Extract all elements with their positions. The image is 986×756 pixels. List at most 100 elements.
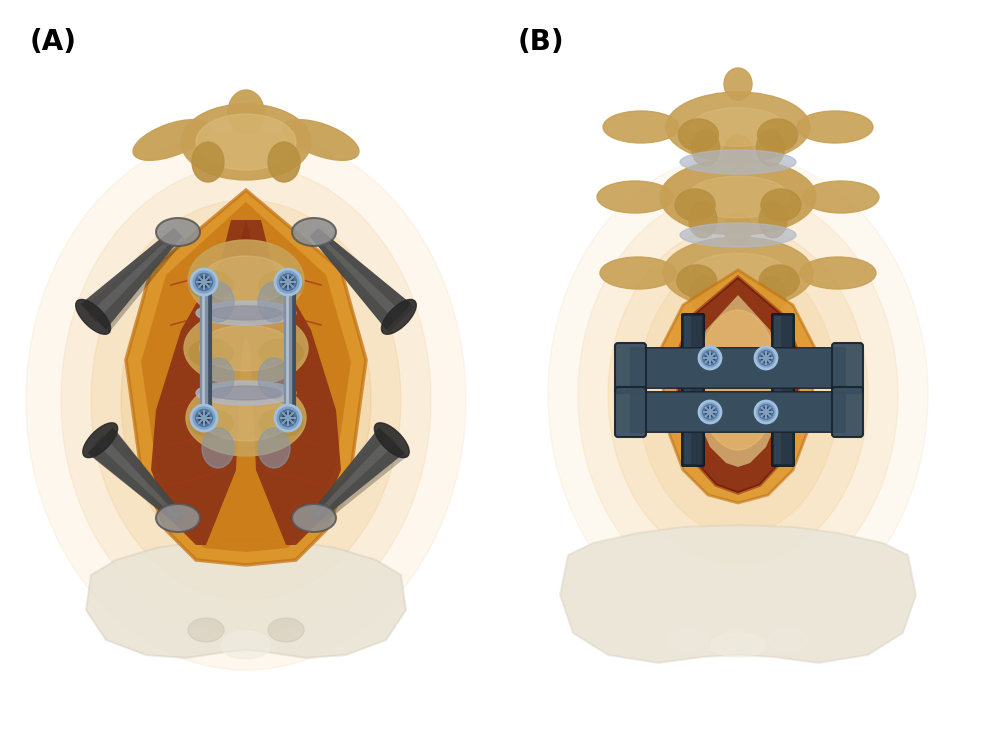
Ellipse shape (600, 257, 676, 289)
FancyBboxPatch shape (631, 392, 845, 432)
Polygon shape (86, 540, 406, 658)
FancyBboxPatch shape (630, 391, 846, 433)
Ellipse shape (196, 381, 296, 405)
FancyBboxPatch shape (773, 315, 793, 465)
FancyBboxPatch shape (832, 387, 863, 437)
FancyBboxPatch shape (615, 343, 646, 393)
Ellipse shape (221, 631, 271, 659)
Ellipse shape (663, 237, 813, 309)
Ellipse shape (189, 409, 233, 437)
Ellipse shape (710, 633, 766, 657)
Ellipse shape (186, 380, 306, 456)
Polygon shape (315, 435, 397, 518)
Ellipse shape (750, 318, 786, 362)
Ellipse shape (192, 142, 224, 182)
Ellipse shape (76, 299, 110, 334)
Polygon shape (95, 435, 177, 518)
Ellipse shape (578, 190, 898, 600)
Polygon shape (660, 270, 816, 503)
Ellipse shape (690, 318, 726, 362)
Ellipse shape (196, 114, 296, 170)
Ellipse shape (189, 339, 233, 367)
Ellipse shape (724, 68, 752, 100)
Ellipse shape (724, 213, 752, 245)
Ellipse shape (548, 155, 928, 635)
Polygon shape (676, 277, 800, 493)
Ellipse shape (61, 165, 431, 635)
Ellipse shape (91, 200, 401, 600)
Ellipse shape (768, 630, 808, 650)
Circle shape (275, 269, 301, 295)
Ellipse shape (258, 282, 290, 322)
Circle shape (199, 413, 209, 423)
Polygon shape (88, 232, 177, 322)
Ellipse shape (660, 159, 816, 235)
Circle shape (699, 401, 721, 423)
Circle shape (761, 354, 770, 362)
Ellipse shape (759, 265, 800, 297)
Ellipse shape (283, 119, 359, 160)
FancyBboxPatch shape (771, 313, 795, 467)
Ellipse shape (689, 202, 717, 238)
Ellipse shape (724, 135, 752, 167)
Polygon shape (241, 220, 341, 545)
Ellipse shape (759, 202, 787, 238)
Polygon shape (126, 190, 366, 565)
Circle shape (706, 407, 715, 417)
Ellipse shape (184, 310, 308, 386)
Ellipse shape (211, 306, 281, 320)
Ellipse shape (259, 409, 303, 437)
Ellipse shape (202, 282, 234, 322)
Circle shape (191, 269, 217, 295)
Circle shape (195, 410, 212, 426)
Circle shape (283, 413, 293, 423)
Ellipse shape (691, 130, 720, 166)
Circle shape (699, 347, 721, 369)
Ellipse shape (757, 119, 798, 151)
Polygon shape (86, 540, 406, 658)
Circle shape (280, 274, 297, 290)
Ellipse shape (597, 181, 673, 213)
Polygon shape (313, 430, 407, 525)
Circle shape (280, 410, 297, 426)
Ellipse shape (188, 618, 224, 642)
Ellipse shape (199, 325, 293, 370)
Polygon shape (310, 427, 404, 522)
Polygon shape (315, 232, 404, 322)
Ellipse shape (666, 92, 810, 162)
FancyBboxPatch shape (774, 316, 781, 464)
Circle shape (199, 277, 209, 287)
Ellipse shape (676, 265, 717, 297)
Ellipse shape (691, 108, 785, 146)
FancyBboxPatch shape (615, 387, 646, 437)
Ellipse shape (133, 119, 209, 160)
FancyBboxPatch shape (632, 349, 844, 387)
Ellipse shape (761, 189, 801, 221)
Ellipse shape (758, 277, 786, 312)
Polygon shape (676, 277, 800, 493)
Circle shape (275, 405, 301, 431)
Ellipse shape (189, 271, 233, 299)
Circle shape (755, 347, 777, 369)
Text: (A): (A) (30, 28, 77, 56)
Ellipse shape (687, 176, 789, 218)
Circle shape (283, 277, 293, 287)
Ellipse shape (202, 428, 234, 468)
Ellipse shape (797, 111, 873, 143)
Circle shape (191, 405, 217, 431)
Ellipse shape (188, 240, 304, 320)
Circle shape (706, 354, 715, 362)
Ellipse shape (678, 119, 719, 151)
Circle shape (703, 351, 717, 365)
FancyBboxPatch shape (832, 343, 863, 393)
Ellipse shape (608, 225, 868, 565)
Ellipse shape (156, 504, 200, 532)
Circle shape (759, 405, 773, 419)
Ellipse shape (718, 630, 758, 650)
Ellipse shape (680, 150, 796, 174)
Circle shape (195, 274, 212, 290)
Polygon shape (560, 525, 916, 663)
Ellipse shape (375, 423, 409, 457)
Ellipse shape (668, 630, 708, 650)
Polygon shape (151, 220, 251, 545)
